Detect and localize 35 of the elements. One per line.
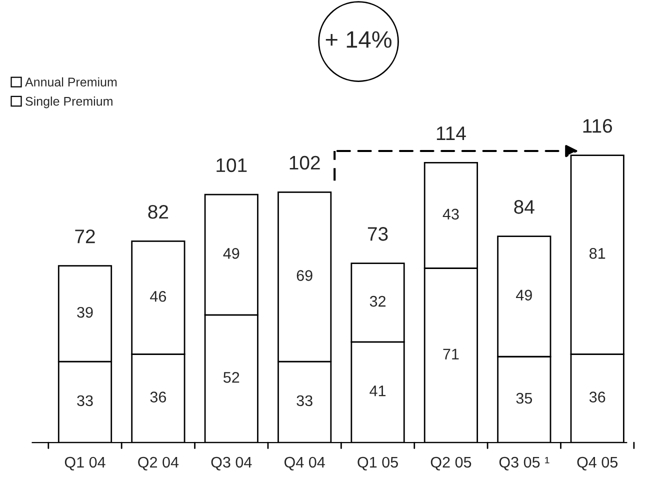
total-label: 73 bbox=[368, 227, 388, 241]
data-label: 36 bbox=[150, 392, 166, 402]
x-tick-label: Q4 05 bbox=[577, 456, 618, 470]
data-label: 49 bbox=[516, 290, 532, 301]
x-tick-label: Q2 05 bbox=[430, 456, 472, 470]
total-label: 82 bbox=[148, 204, 168, 219]
data-label: 69 bbox=[296, 270, 312, 281]
data-label: 33 bbox=[77, 395, 93, 406]
data-label: 32 bbox=[370, 296, 386, 307]
x-tick-label: Q2 04 bbox=[138, 456, 179, 470]
x-tick-label: Q3 04 bbox=[211, 456, 252, 470]
total-label: 84 bbox=[514, 200, 534, 214]
total-label: 101 bbox=[216, 158, 247, 172]
legend-label: Annual Premium bbox=[25, 77, 117, 87]
text: + 14% bbox=[326, 31, 392, 48]
x-tick-label: Q4 04 bbox=[284, 456, 325, 470]
data-label: 52 bbox=[224, 372, 240, 383]
total-label: 114 bbox=[436, 126, 466, 140]
data-label: 41 bbox=[370, 386, 386, 396]
data-label: 81 bbox=[590, 248, 606, 259]
data-label: 39 bbox=[77, 306, 93, 318]
data-label: 35 bbox=[516, 392, 532, 404]
x-tick-label: Q1 04 bbox=[64, 456, 106, 470]
data-label: 36 bbox=[589, 392, 606, 402]
data-label: 33 bbox=[296, 395, 312, 406]
total-label: 102 bbox=[290, 156, 320, 170]
data-label: 71 bbox=[443, 348, 459, 360]
x-tick-label: Q1 05 bbox=[358, 456, 398, 470]
legend-label: Single Premium bbox=[26, 96, 112, 108]
total-label: 72 bbox=[75, 230, 95, 244]
data-label: 46 bbox=[150, 290, 166, 302]
x-tick-label: Q3 05 ¹ bbox=[499, 456, 550, 470]
total-label: 116 bbox=[583, 119, 612, 133]
data-label: 43 bbox=[442, 208, 459, 220]
data-label: 49 bbox=[223, 248, 240, 259]
